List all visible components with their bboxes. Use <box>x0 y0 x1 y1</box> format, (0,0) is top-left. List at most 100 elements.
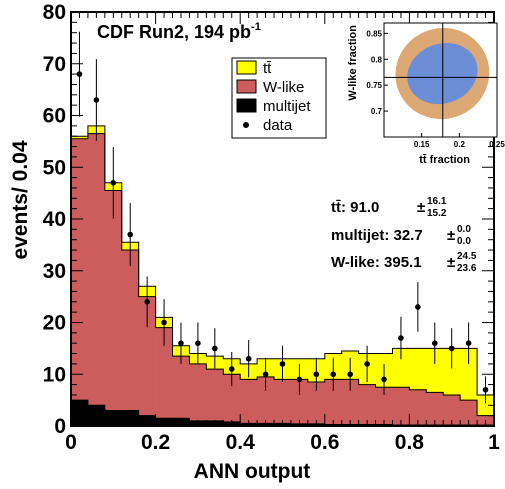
bar-wlike-19 <box>392 387 410 425</box>
data-point-6 <box>178 340 184 347</box>
data-point-17 <box>364 361 370 367</box>
data-point-14 <box>313 371 320 378</box>
y-tick-label-2: 20 <box>43 312 66 335</box>
data-point-11 <box>262 371 269 378</box>
y-tick-label-7: 70 <box>43 53 66 76</box>
fit-ttbar-minus: 15.2 <box>427 208 447 219</box>
fit-wlike-minus: 23.6 <box>457 263 477 274</box>
bar-tt-24 <box>477 394 495 416</box>
bar-wlike-8 <box>206 369 224 421</box>
legend-marker-data <box>243 122 249 128</box>
bar-wlike-10 <box>240 379 258 424</box>
bar-multijet-0 <box>71 400 89 426</box>
fit-ttbar-label: tt̄: 91.0 <box>331 199 379 216</box>
fit-multijet-pm: ± <box>447 227 455 244</box>
y-tick-label-5: 50 <box>43 156 66 179</box>
inset-ticks: 0.15 0.2 0.25 0.7 0.75 0.8 0.85 <box>366 29 505 149</box>
bar-multijet-1 <box>87 405 106 426</box>
data-point-24 <box>482 386 489 393</box>
legend-label-ttbar: tt̄ <box>263 60 272 77</box>
bar-wlike-14 <box>307 382 326 424</box>
bar-tt-23 <box>460 348 478 401</box>
data-point-16 <box>347 371 353 378</box>
bar-wlike-18 <box>375 387 393 425</box>
bar-wlike-21 <box>426 392 444 425</box>
x-tick-label-0: 0 <box>65 431 77 454</box>
fit-multijet-plus: 0.0 <box>457 224 471 235</box>
x-tick-label-5: 1 <box>488 431 500 454</box>
x-tick-label-3: 0.6 <box>310 431 339 454</box>
inset-x-axis-title: tt̄ fraction <box>419 154 470 166</box>
x-axis-title: ANN output <box>194 460 311 483</box>
fit-ttbar-pm: ± <box>417 199 425 216</box>
main-plot: 0 0.2 0.4 0.6 0.8 1 0 10 20 30 40 50 60 70 80 <box>43 1 501 454</box>
data-point-22 <box>448 345 455 352</box>
data-point-3 <box>127 231 134 238</box>
bar-wlike-13 <box>290 379 309 424</box>
inset-x-tick-label-1: 0.2 <box>454 140 466 149</box>
fit-ttbar-plus: 16.1 <box>427 196 447 207</box>
bar-wlike-2 <box>104 190 123 411</box>
bar-wlike-1 <box>87 133 106 406</box>
y-tick-label-0: 0 <box>54 415 66 438</box>
bar-wlike-23 <box>460 400 478 425</box>
data-point-0 <box>76 71 83 77</box>
y-tick-label-6: 60 <box>43 105 66 128</box>
inset-y-tick-label-2: 0.8 <box>371 55 383 64</box>
data-point-20 <box>415 304 421 310</box>
bar-wlike-9 <box>223 374 241 422</box>
bar-wlike-6 <box>172 356 190 419</box>
inset-y-tick-label-1: 0.75 <box>366 81 382 90</box>
data-point-10 <box>245 355 252 362</box>
data-point-23 <box>465 340 472 347</box>
legend-label-data: data <box>263 117 293 134</box>
data-point-13 <box>296 376 303 383</box>
legend-swatch-ttbar <box>236 60 257 75</box>
y-tick-label-3: 30 <box>43 260 66 283</box>
y-axis-title: events/ 0.04 <box>9 140 32 259</box>
bar-wlike-0 <box>71 138 89 401</box>
data-point-4 <box>144 299 150 305</box>
x-tick-label-1: 0.2 <box>141 431 170 454</box>
bar-tt-21 <box>426 348 444 393</box>
fit-wlike-plus: 24.5 <box>457 251 477 262</box>
data-point-15 <box>330 371 337 378</box>
bar-multijet-3 <box>121 410 139 426</box>
x-tick-label-4: 0.8 <box>395 431 425 454</box>
bar-wlike-3 <box>121 250 139 411</box>
data-point-2 <box>110 179 117 186</box>
legend-swatch-multijet <box>236 98 257 113</box>
legend-swatch-wlike <box>236 79 257 94</box>
inset-x-tick-label-0: 0.15 <box>414 140 430 149</box>
chart-title: CDF Run2, 194 pb-1 <box>97 21 261 42</box>
fit-multijet-minus: 0.0 <box>457 236 471 247</box>
data-point-1 <box>93 97 100 103</box>
legend-label-multijet: multijet <box>263 98 311 115</box>
bar-wlike-22 <box>443 394 461 425</box>
data-point-5 <box>161 319 167 326</box>
x-tick-labels: 0 0.2 0.4 0.6 0.8 1 <box>65 431 500 454</box>
fit-results: tt̄: 91.0 ± 16.1 15.2 multijet: 32.7 ± 0… <box>331 196 477 274</box>
histogram-bars <box>70 125 495 426</box>
data-point-12 <box>279 361 286 367</box>
data-point-9 <box>228 366 235 372</box>
bar-wlike-20 <box>409 389 427 425</box>
bar-wlike-16 <box>341 379 359 425</box>
inset-x-tick-label-2: 0.25 <box>489 140 505 149</box>
inset-y-tick-label-3: 0.85 <box>366 29 382 38</box>
inset-frame <box>383 22 498 138</box>
legend: tt̄ W-like multijet data <box>231 57 327 139</box>
data-point-18 <box>381 376 387 383</box>
bar-tt-22 <box>443 348 461 395</box>
bar-wlike-11 <box>257 376 275 424</box>
data-points <box>76 31 489 404</box>
bar-multijet-2 <box>104 410 123 426</box>
bar-tt-0 <box>71 136 89 139</box>
bar-wlike-7 <box>189 363 207 421</box>
data-point-7 <box>195 340 201 347</box>
inset-y-tick-label-0: 0.7 <box>371 107 383 116</box>
y-tick-label-8: 80 <box>43 1 66 24</box>
inset-contour-plot: 0.15 0.2 0.25 0.7 0.75 0.8 0.85 tt̄ fraction W… <box>347 22 505 166</box>
axis-ticks <box>70 11 495 427</box>
